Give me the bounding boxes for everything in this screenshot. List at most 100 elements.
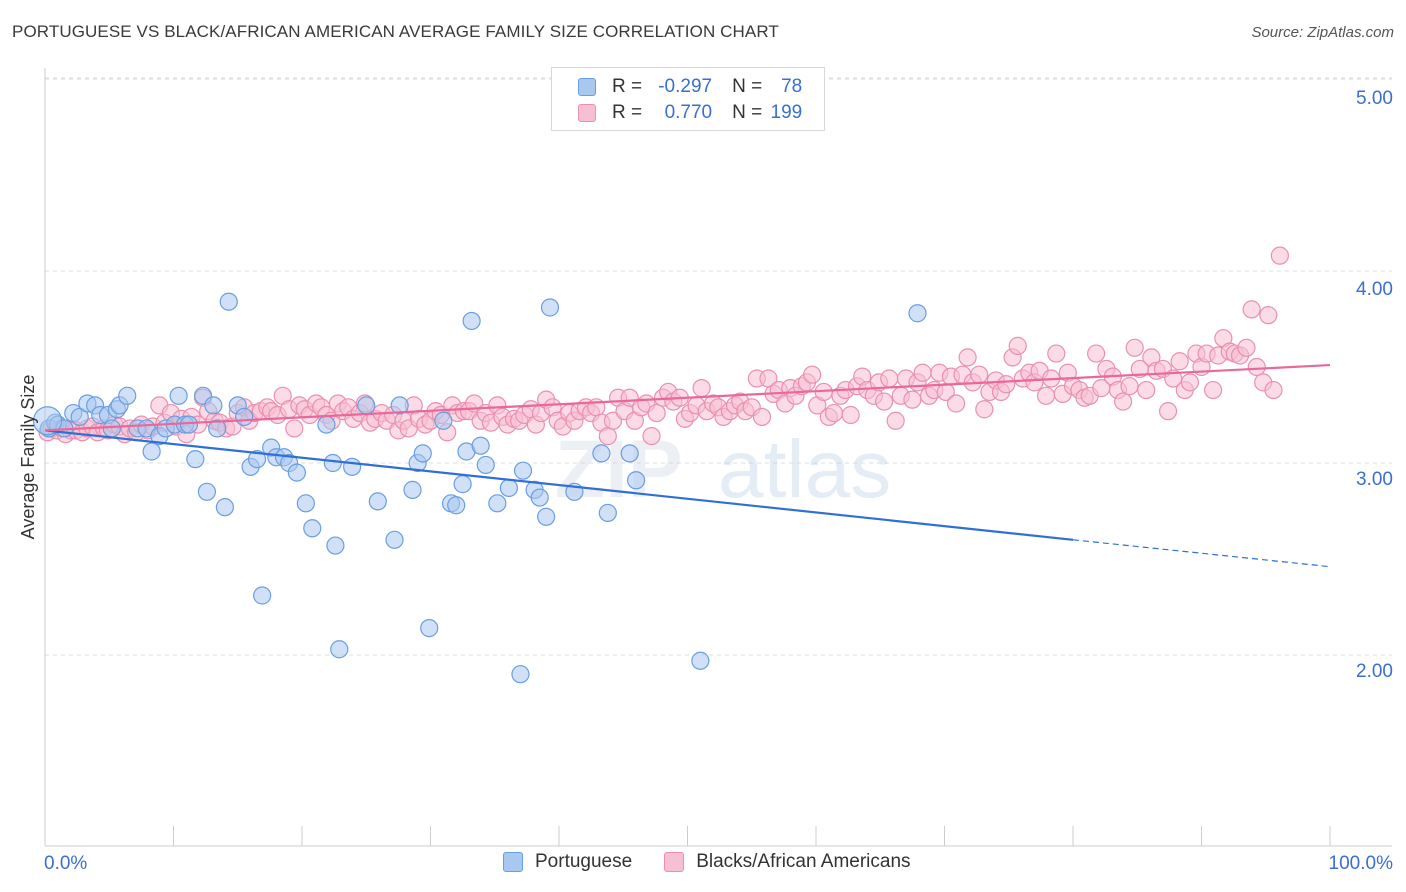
data-point-blacks: [1247, 357, 1266, 377]
legend-swatch-blacks: [664, 852, 685, 872]
trend-line-portuguese: [44, 429, 1074, 541]
data-point-blacks: [642, 427, 661, 446]
data-point-portuguese: [511, 665, 530, 684]
data-point-blacks: [1180, 373, 1200, 392]
series-blacks-points: [38, 246, 1289, 446]
data-point-blacks: [285, 419, 304, 438]
data-point-portuguese: [488, 494, 507, 513]
data-point-blacks: [752, 407, 772, 427]
data-point-portuguese: [204, 396, 223, 415]
watermark-zip: ZIP: [555, 424, 683, 515]
data-point-portuguese: [513, 461, 533, 480]
data-point-portuguese: [287, 463, 306, 482]
data-point-portuguese: [368, 492, 387, 511]
data-point-portuguese: [102, 419, 121, 438]
data-point-portuguese: [447, 496, 466, 515]
x-tick-label-end: 100.0%: [1329, 853, 1394, 874]
data-point-portuguese: [70, 407, 89, 427]
data-point-portuguese: [691, 651, 710, 670]
data-point-portuguese: [32, 406, 63, 436]
data-point-blacks: [803, 365, 822, 384]
data-point-portuguese: [620, 444, 639, 463]
data-point-portuguese: [462, 311, 481, 331]
data-point-portuguese: [540, 298, 560, 317]
y-tick-label: 2.00: [1356, 661, 1393, 682]
legend-swatch-blacks: [578, 104, 596, 122]
data-point-portuguese: [530, 488, 549, 507]
trend-lines: [44, 363, 1331, 568]
r-value-portuguese: -0.297: [658, 76, 713, 97]
data-point-blacks: [1264, 380, 1283, 400]
data-point-portuguese: [247, 450, 267, 469]
data-point-portuguese: [453, 475, 472, 494]
watermark: ZIP atlas: [555, 424, 891, 515]
n-label: N =: [732, 102, 763, 123]
legend-item-blacks[interactable]: Blacks/African Americans: [664, 851, 911, 873]
y-tick-label: 3.00: [1356, 469, 1393, 490]
data-point-portuguese: [537, 507, 556, 526]
data-point-portuguese: [317, 415, 336, 434]
trend-line-portuguese-extension: [1072, 539, 1331, 568]
data-point-blacks: [903, 390, 922, 409]
series-portuguese-points: [32, 292, 927, 684]
data-point-portuguese: [434, 411, 453, 430]
data-point-portuguese: [592, 444, 611, 463]
trend-line-blacks: [44, 363, 1331, 432]
legend-row-blacks: R = 0.770 N = 199: [552, 100, 802, 126]
data-point-blacks: [1125, 338, 1144, 357]
data-point-blacks: [1137, 380, 1156, 400]
data-point-blacks: [1270, 246, 1289, 265]
chart-title: PORTUGUESE VS BLACK/AFRICAN AMERICAN AVE…: [12, 22, 779, 41]
data-point-portuguese: [598, 503, 617, 523]
data-point-portuguese: [235, 407, 254, 427]
data-point-blacks: [1087, 344, 1106, 363]
data-point-portuguese: [626, 471, 646, 490]
source-note: Source: ZipAtlas.com: [1251, 24, 1394, 41]
data-point-portuguese: [390, 396, 409, 415]
data-point-blacks: [1008, 336, 1027, 355]
legend-row-portuguese: R = -0.297 N = 78: [552, 74, 802, 100]
data-point-portuguese: [253, 586, 272, 605]
data-point-blacks: [1120, 377, 1139, 396]
data-point-blacks: [1047, 344, 1066, 363]
n-label: N =: [732, 76, 763, 97]
data-point-portuguese: [215, 498, 234, 517]
correlation-legend: R = -0.297 N = 78 R = 0.770 N = 199: [551, 67, 825, 131]
legend-item-portuguese[interactable]: Portuguese: [503, 851, 632, 873]
data-point-portuguese: [303, 519, 322, 538]
watermark-atlas: atlas: [718, 424, 891, 515]
data-point-blacks: [598, 427, 617, 446]
x-tick-label-start: 0.0%: [44, 853, 87, 874]
data-point-portuguese: [323, 453, 342, 473]
data-point-blacks: [841, 405, 860, 425]
data-point-blacks: [1259, 306, 1278, 325]
data-point-portuguese: [403, 480, 422, 499]
data-point-portuguese: [208, 419, 227, 438]
data-point-blacks: [1237, 338, 1256, 357]
r-label: R =: [612, 76, 643, 97]
data-point-blacks: [913, 363, 932, 382]
data-point-blacks: [975, 400, 994, 419]
data-point-portuguese: [420, 619, 439, 638]
data-point-blacks: [1114, 392, 1133, 411]
data-point-portuguese: [413, 444, 432, 463]
data-point-blacks: [1036, 386, 1056, 405]
series-legend: Portuguese Blacks/African Americans: [503, 851, 943, 873]
data-point-portuguese: [296, 494, 315, 513]
axes: [44, 68, 1392, 847]
data-point-portuguese: [219, 292, 238, 311]
legend-label-blacks: Blacks/African Americans: [696, 851, 911, 872]
data-point-portuguese: [326, 536, 345, 555]
legend-label-portuguese: Portuguese: [535, 851, 633, 872]
n-value-portuguese: 78: [781, 76, 803, 97]
data-point-blacks: [875, 392, 894, 411]
data-point-blacks: [1203, 380, 1223, 400]
data-point-portuguese: [179, 415, 199, 434]
data-point-blacks: [886, 411, 905, 430]
data-point-portuguese: [197, 482, 217, 501]
data-point-portuguese: [330, 640, 349, 659]
data-point-blacks: [1242, 300, 1261, 319]
data-point-blacks: [880, 369, 899, 388]
r-label: R =: [612, 102, 643, 123]
